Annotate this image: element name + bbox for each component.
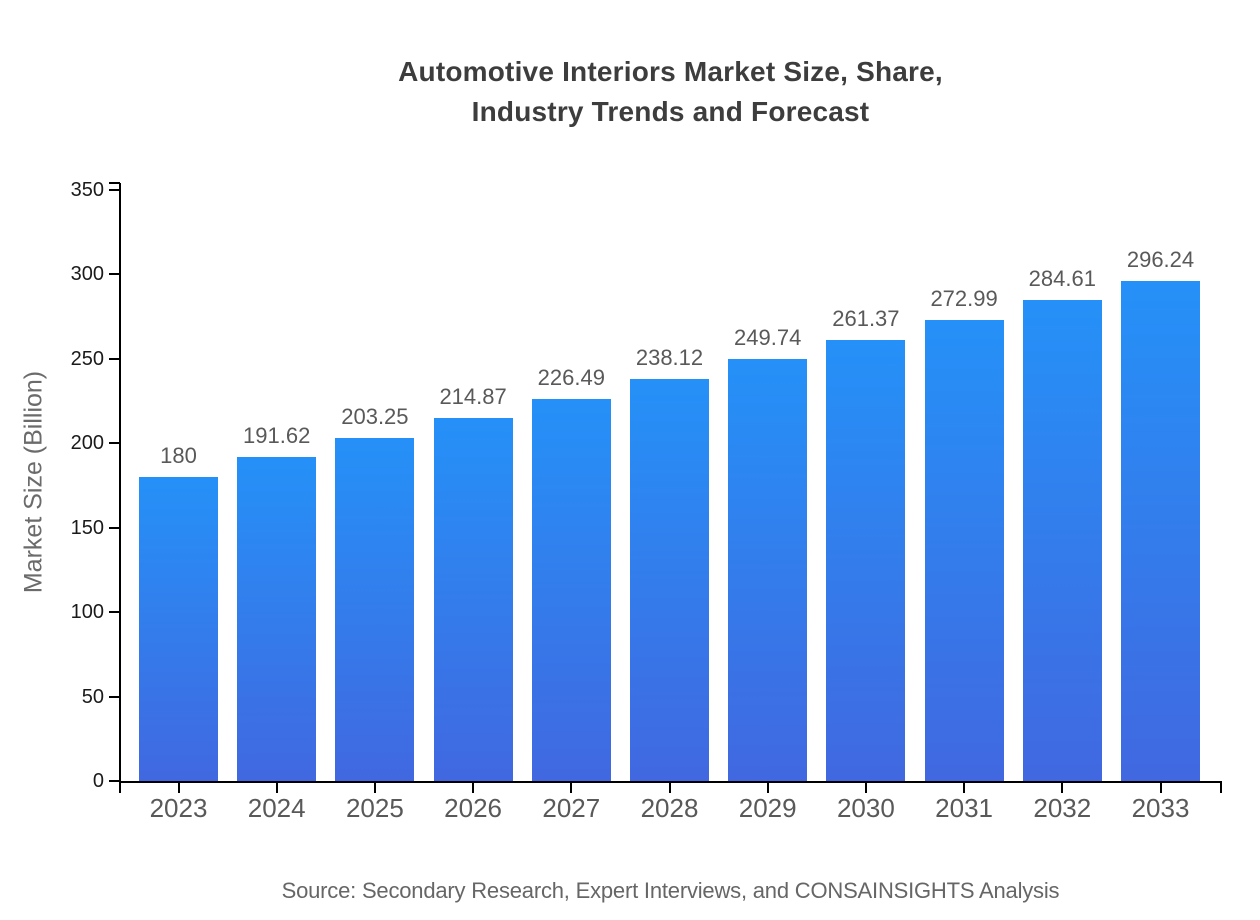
x-axis-tick bbox=[177, 781, 180, 793]
y-tick-label: 50 bbox=[81, 685, 104, 708]
bar-value-label: 296.24 bbox=[1126, 246, 1195, 272]
y-axis-line bbox=[119, 183, 121, 783]
y-axis-tick bbox=[109, 357, 120, 360]
x-tick-label-2025: 2025 bbox=[345, 793, 404, 823]
y-axis-tick bbox=[109, 442, 120, 445]
y-axis-tick bbox=[109, 611, 120, 614]
source-note: Source: Secondary Research, Expert Inter… bbox=[281, 878, 1060, 903]
x-tick-label-2028: 2028 bbox=[640, 793, 699, 823]
x-axis-right-end-cap bbox=[1220, 781, 1222, 793]
bar-value-label: 238.12 bbox=[635, 344, 704, 370]
bar-2025 bbox=[335, 437, 415, 781]
bar-value-label: 214.87 bbox=[439, 384, 507, 410]
y-axis-tick bbox=[109, 526, 120, 529]
x-axis-tick bbox=[864, 781, 867, 793]
y-axis-tick bbox=[109, 273, 120, 276]
x-axis-tick bbox=[570, 781, 573, 793]
x-axis-tick bbox=[373, 781, 376, 793]
bar-2031 bbox=[924, 320, 1004, 781]
y-axis-tick bbox=[109, 780, 120, 782]
bar-value-label: 226.49 bbox=[537, 364, 605, 390]
x-tick-label-2027: 2027 bbox=[542, 793, 601, 823]
chart-title: Automotive Interiors Market Size, Share,… bbox=[120, 52, 1221, 132]
y-tick-label: 0 bbox=[92, 770, 104, 792]
bar-2030 bbox=[826, 339, 906, 781]
x-axis-tick bbox=[275, 781, 278, 793]
x-tick-label-2033: 2033 bbox=[1131, 793, 1190, 823]
y-axis-end-cap bbox=[109, 182, 120, 184]
y-tick-label: 350 bbox=[70, 179, 104, 201]
y-tick-label: 200 bbox=[70, 432, 104, 455]
y-axis-tick bbox=[109, 695, 120, 698]
y-tick-label: 250 bbox=[70, 347, 104, 370]
x-tick-label-2030: 2030 bbox=[836, 793, 895, 823]
x-tick-label-2023: 2023 bbox=[149, 793, 208, 823]
x-tick-label-2031: 2031 bbox=[935, 793, 994, 823]
bar-2027 bbox=[531, 398, 611, 781]
x-tick-label-2026: 2026 bbox=[444, 793, 503, 823]
bar-2024 bbox=[237, 457, 317, 781]
bar-value-label: 284.61 bbox=[1028, 266, 1096, 292]
x-axis-left-end-cap bbox=[119, 781, 121, 793]
bar-value-label: 249.74 bbox=[734, 325, 802, 351]
bar-value-label: 261.37 bbox=[832, 305, 900, 331]
x-axis-tick bbox=[963, 781, 966, 793]
x-axis-tick bbox=[1159, 781, 1162, 793]
x-tick-label-2024: 2024 bbox=[247, 793, 306, 823]
x-axis-tick bbox=[668, 781, 671, 793]
x-axis-tick bbox=[1061, 781, 1064, 793]
y-tick-label: 100 bbox=[70, 601, 104, 624]
bar-2029 bbox=[728, 359, 808, 781]
x-tick-label-2032: 2032 bbox=[1033, 793, 1092, 823]
x-axis-line bbox=[119, 781, 1222, 783]
chart-title-line2: Industry Trends and Forecast bbox=[471, 96, 870, 127]
x-tick-label-2029: 2029 bbox=[738, 793, 797, 823]
y-tick-label: 150 bbox=[70, 516, 104, 539]
x-axis-tick bbox=[472, 781, 475, 793]
bar-2026 bbox=[433, 418, 513, 781]
bar-value-label: 272.99 bbox=[930, 286, 998, 312]
y-axis-tick bbox=[109, 189, 120, 191]
bar-value-label: 203.25 bbox=[341, 403, 409, 429]
bar-2023 bbox=[139, 477, 218, 781]
bar-2033 bbox=[1121, 280, 1200, 781]
bar-value-label: 191.62 bbox=[243, 423, 311, 449]
x-axis-tick bbox=[766, 781, 769, 793]
chart-title-line1: Automotive Interiors Market Size, Share, bbox=[398, 56, 943, 87]
y-tick-label: 300 bbox=[70, 263, 104, 286]
bar-2032 bbox=[1022, 300, 1102, 781]
bar-value-label: 180 bbox=[160, 443, 197, 469]
bar-2028 bbox=[630, 378, 709, 781]
